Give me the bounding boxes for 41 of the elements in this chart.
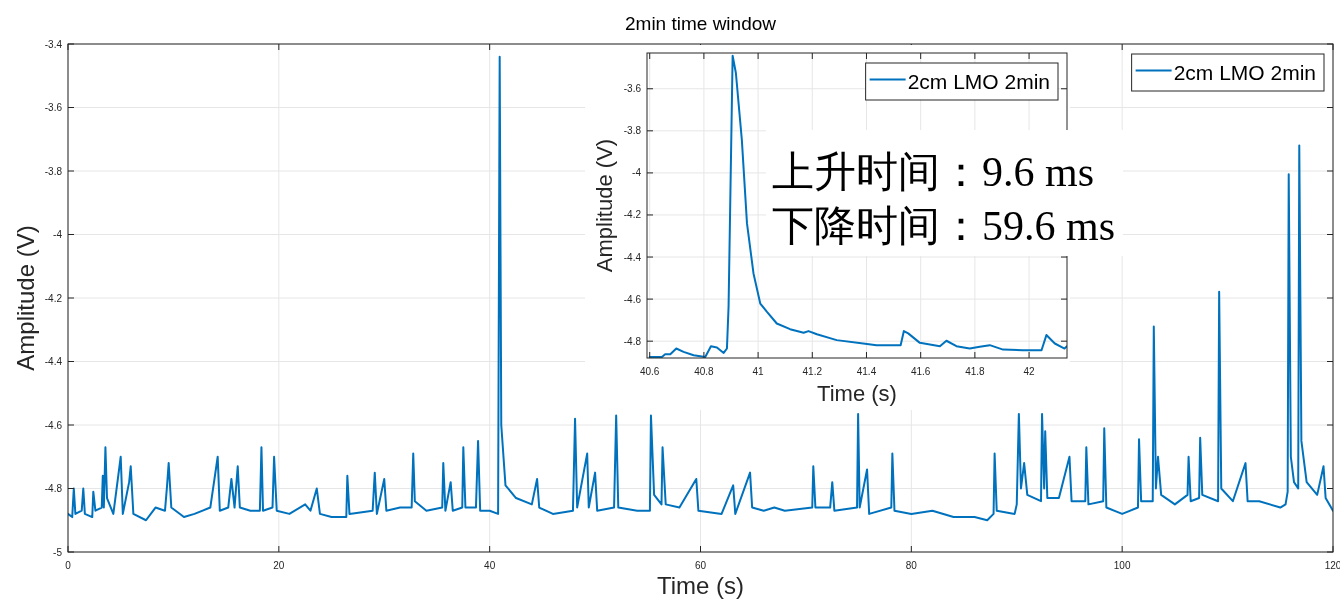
y-tick-label: -3.6 [623,83,642,95]
x-tick-label: 41.8 [965,366,986,377]
x-tick-label: 41.4 [856,366,877,377]
legend-label: 2cm LMO 2min [1173,60,1316,84]
y-axis-title: Amplitude (V) [12,225,39,371]
x-tick-label: 80 [905,560,918,571]
x-tick-label: 20 [273,560,285,571]
annotation: 上升时间：9.6 ms [772,149,1095,195]
x-tick-label: 42 [1023,366,1036,377]
y-tick-label: -5 [53,546,63,558]
y-tick-label: -4.4 [623,251,642,263]
y-tick-label: -4.6 [44,419,63,431]
y-tick-label: -4.2 [44,292,63,304]
x-tick-label: 41.6 [910,366,931,377]
y-tick-label: -4.2 [623,209,642,221]
y-tick-label: -4.8 [623,335,642,347]
y-tick-label: -4.6 [623,293,642,305]
x-tick-label: 41 [752,366,765,377]
y-tick-label: -4 [53,229,63,240]
y-tick-label: -3.8 [623,125,642,137]
x-tick-label: 40.8 [694,366,715,377]
annotation: 下降时间：59.6 ms [772,203,1116,249]
x-tick-label: 100 [1113,560,1131,571]
y-tick-label: -4.4 [44,356,63,367]
x-axis-title: Time (s) [656,572,745,599]
x-tick-label: 0 [65,560,72,571]
legend-label: 2cm LMO 2min [907,69,1050,93]
y-tick-label: -3.8 [44,165,63,177]
y-axis-title: Amplitude (V) [592,138,617,273]
x-tick-label: 40 [484,560,496,571]
y-tick-label: -4 [632,167,642,179]
x-axis-title: Time (s) [817,381,897,406]
y-tick-label: -4.8 [44,483,63,494]
x-tick-label: 60 [694,560,707,571]
y-tick-label: -3.4 [44,38,63,50]
y-tick-label: -3.6 [44,102,63,113]
legend: 2cm LMO 2min [865,62,1059,101]
chart-title: 2min time window [625,13,777,34]
x-tick-label: 40.6 [639,366,660,377]
x-tick-label: 41.2 [802,366,823,377]
legend: 2cm LMO 2min [1131,53,1325,92]
